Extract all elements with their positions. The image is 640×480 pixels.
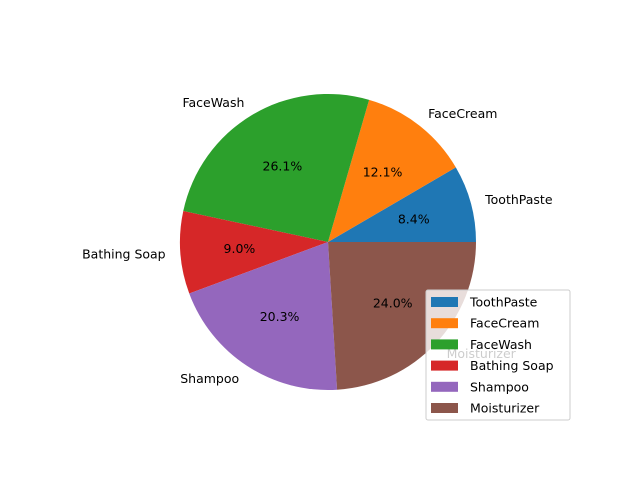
pct-shampoo: 20.3%	[260, 309, 300, 324]
pct-moisturizer: 24.0%	[373, 295, 413, 310]
legend-label-shampoo: Shampoo	[470, 379, 529, 394]
legend-swatch-toothpaste	[431, 297, 458, 307]
slice-facecream	[328, 99, 456, 242]
pct-facecream: 12.1%	[363, 164, 403, 179]
legend: ToothPaste FaceCream FaceWash Bathing Soap S…	[425, 289, 571, 421]
pct-facewash: 26.1%	[263, 158, 303, 173]
legend-frame	[425, 289, 571, 421]
percentage-labels: 8.4% 12.1% 26.1% 9.0% 20.3% 24.0%	[224, 158, 430, 324]
legend-swatch-facecream	[431, 318, 458, 329]
legend-items: ToothPaste FaceCream FaceWash Bathing Soap S…	[431, 295, 554, 416]
legend-label-bathing-soap: Bathing Soap	[470, 358, 554, 373]
pct-toothpaste: 8.4%	[398, 211, 430, 226]
legend-label-facewash: FaceWash	[470, 337, 532, 352]
slice-shampoo	[189, 242, 338, 390]
legend-swatch-facewash	[431, 339, 458, 350]
label-shampoo: Shampoo	[180, 371, 239, 386]
legend-swatch-moisturizer	[431, 403, 458, 413]
legend-label-moisturizer: Moisturizer	[470, 401, 540, 416]
pct-bathing-soap: 9.0%	[224, 241, 256, 256]
slice-facewash	[183, 94, 370, 243]
pie-slices	[180, 94, 476, 390]
slice-moisturizer	[328, 242, 476, 390]
legend-swatch-bathing-soap	[431, 360, 458, 371]
legend-label-toothpaste: ToothPaste	[469, 295, 538, 310]
label-facecream: FaceCream	[428, 106, 497, 121]
label-bathing-soap: Bathing Soap	[82, 246, 166, 261]
legend-swatch-shampoo	[431, 381, 458, 392]
legend-label-facecream: FaceCream	[470, 316, 539, 331]
slice-toothpaste	[328, 167, 476, 242]
slice-bathing-soap	[180, 211, 328, 294]
label-facewash: FaceWash	[182, 95, 244, 110]
label-toothpaste: ToothPaste	[484, 192, 553, 207]
